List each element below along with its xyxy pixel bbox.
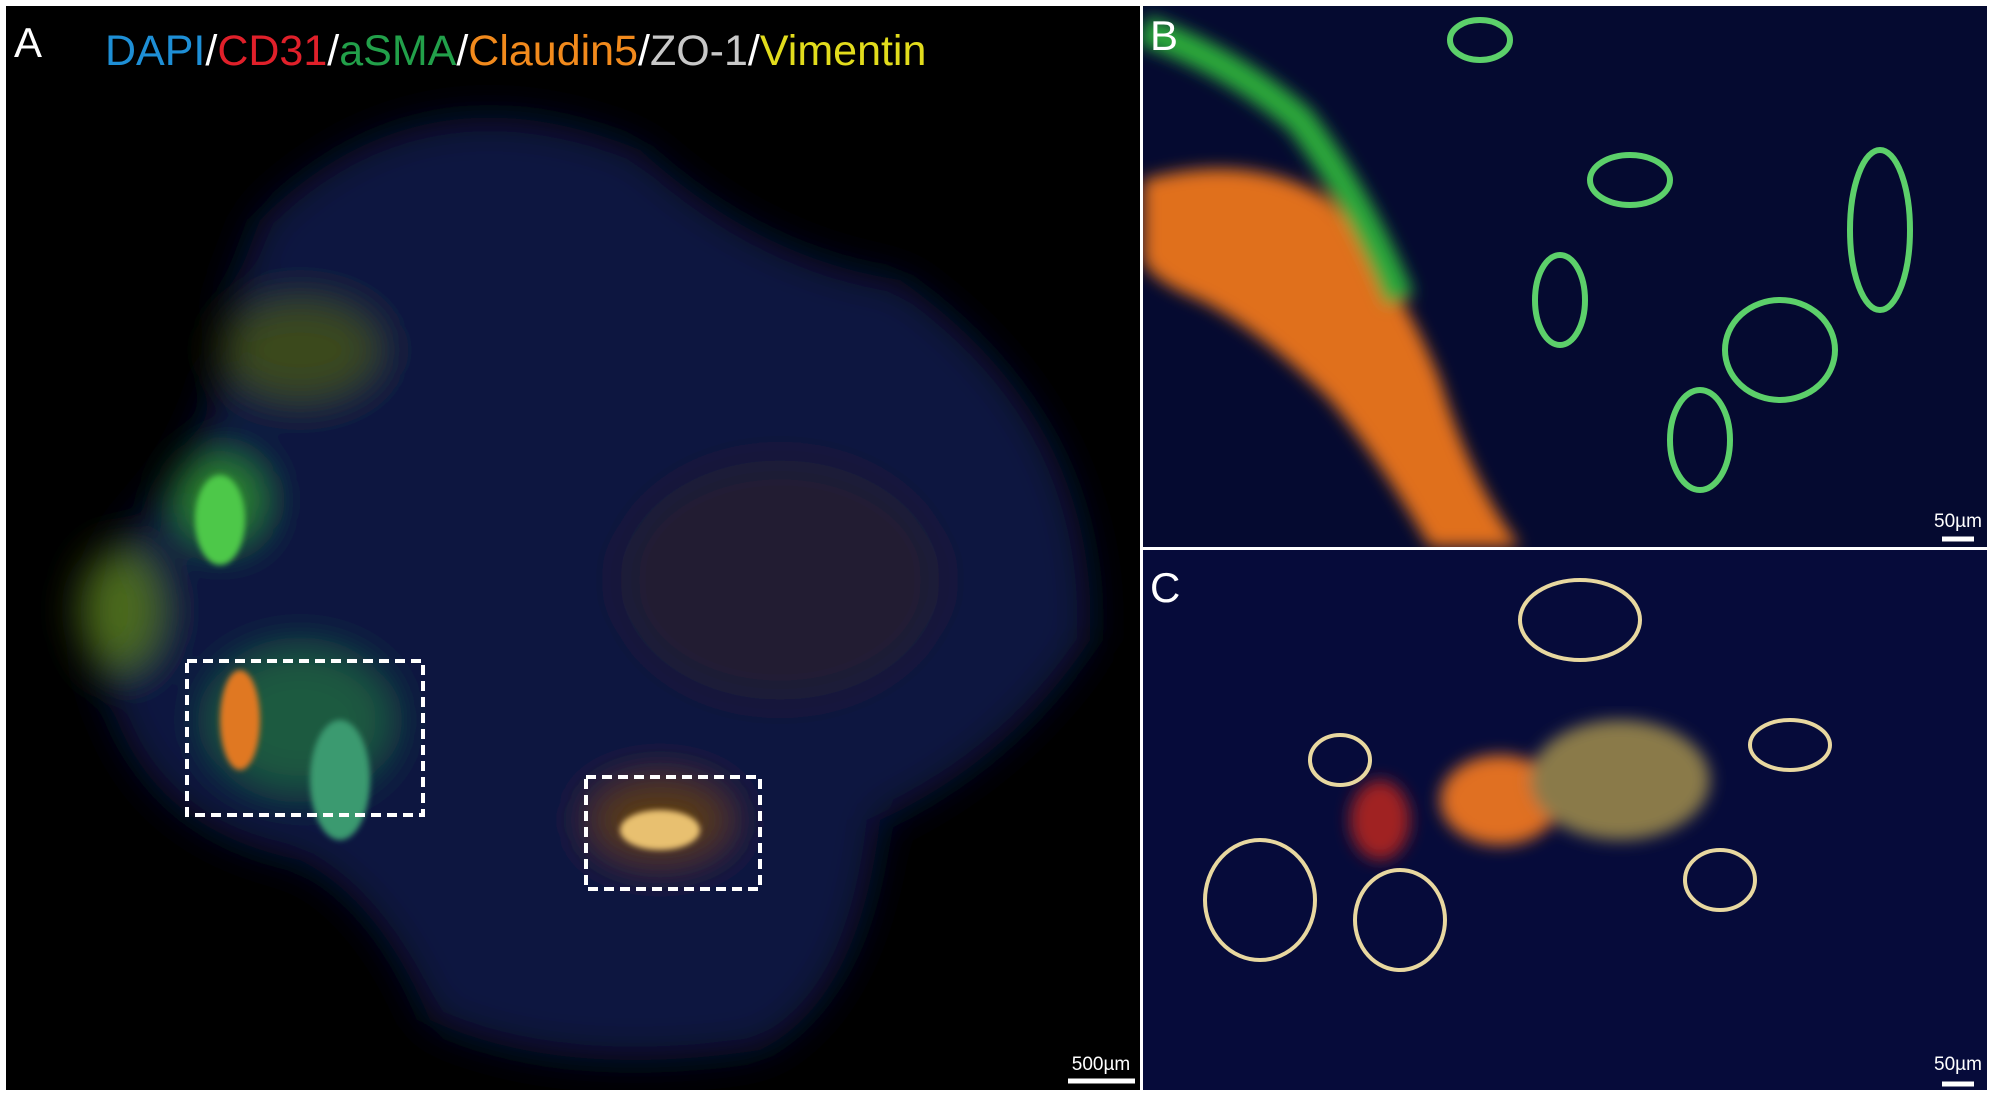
signal-spot <box>220 670 260 770</box>
vessel <box>1308 733 1372 787</box>
signal <box>1350 720 1710 860</box>
stain-legend: DAPI/CD31/aSMA/Claudin5/ZO-1/Vimentin <box>105 27 926 75</box>
signal-spot <box>1143 168 1520 547</box>
legend-entry: ZO-1 <box>650 27 748 75</box>
legend-entry: CD31 <box>217 27 327 75</box>
vessel <box>1683 848 1757 912</box>
vessel <box>1447 17 1513 63</box>
tissue-region <box>80 550 160 670</box>
signal-spot <box>620 810 700 850</box>
vessels <box>1203 578 1832 972</box>
tissue-region <box>220 300 380 400</box>
panel-a-image <box>6 6 1140 1090</box>
legend-entry: Claudin5 <box>468 27 638 75</box>
legend-entry: / <box>456 27 468 75</box>
vessels <box>1447 17 1913 493</box>
signal <box>195 475 700 850</box>
vessel <box>1722 297 1838 403</box>
legend-entry: / <box>748 27 760 75</box>
vessel <box>1847 147 1913 313</box>
panel-label: C <box>1150 564 1180 611</box>
signal-spot <box>1143 15 1414 306</box>
scale-bar-label: 500µm <box>1072 1054 1130 1075</box>
vessel <box>1667 387 1733 493</box>
vessel <box>1587 152 1673 208</box>
legend-entry: / <box>327 27 339 75</box>
vessel <box>1518 578 1642 662</box>
legend-entry: DAPI <box>105 27 205 75</box>
signal-spot <box>310 720 370 840</box>
vessel <box>1203 838 1317 962</box>
signal-spot <box>1440 755 1560 845</box>
panel-label: B <box>1150 12 1178 59</box>
legend-entry: Vimentin <box>760 27 927 75</box>
panel-b-image <box>1143 6 1987 547</box>
scale-bar-label: 50µm <box>1934 511 1982 532</box>
legend-entry: / <box>638 27 650 75</box>
signal <box>1143 15 1520 547</box>
signal-spot <box>195 475 245 565</box>
scale-bar-label: 50µm <box>1934 1054 1982 1075</box>
vessel <box>1353 868 1447 972</box>
inset-box <box>584 775 762 891</box>
legend-entry: / <box>205 27 217 75</box>
tissue-region <box>620 460 940 700</box>
panel-c-image <box>1143 550 1987 1090</box>
legend-entry: aSMA <box>339 27 456 75</box>
signal-spot <box>1530 720 1710 840</box>
signal-spot <box>1350 780 1410 860</box>
tissue <box>80 117 1091 1061</box>
vessel <box>1532 252 1588 348</box>
vessel <box>1748 718 1832 772</box>
inset-box <box>185 659 425 817</box>
panel-label: A <box>14 19 42 66</box>
